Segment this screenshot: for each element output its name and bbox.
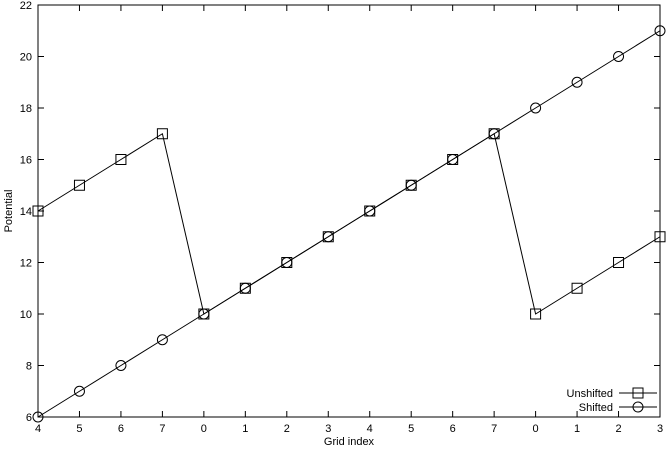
x-axis-tick-label: 5 <box>408 423 414 435</box>
x-axis-title: Grid index <box>324 436 375 448</box>
y-axis-tick-label: 22 <box>20 0 32 12</box>
series-unshifted-marker <box>156 128 168 140</box>
series-shifted-marker <box>654 25 666 37</box>
series-shifted-marker <box>73 385 85 397</box>
x-axis-tick-label: 5 <box>76 423 82 435</box>
series-unshifted-marker <box>530 308 542 320</box>
x-axis-tick-label: 6 <box>450 423 456 435</box>
x-axis-tick-label: 0 <box>533 423 539 435</box>
y-axis-tick-label: 16 <box>20 155 32 167</box>
series-unshifted-marker <box>613 257 625 268</box>
y-axis-tick-label: 8 <box>26 361 32 373</box>
plot-border <box>37 4 661 418</box>
series-shifted-marker <box>115 360 127 371</box>
series-shifted-marker <box>281 257 293 268</box>
series-shifted-marker <box>239 282 251 294</box>
x-axis-tick-label: 7 <box>159 423 165 435</box>
series-unshifted-marker <box>32 205 44 217</box>
legend-sample-marker-unshifted <box>632 387 644 399</box>
series-unshifted-marker <box>73 179 85 191</box>
x-axis-tick-label: 7 <box>491 423 497 435</box>
series-unshifted-marker <box>571 282 583 294</box>
y-axis-tick-label: 12 <box>20 258 32 270</box>
y-axis-tick-label: 14 <box>20 206 32 218</box>
x-axis-tick-label: 1 <box>574 423 580 435</box>
series-shifted-marker <box>322 231 334 243</box>
series-unshifted-marker <box>115 154 127 165</box>
y-axis-tick-label: 10 <box>20 309 32 321</box>
legend-label-shifted: Shifted <box>579 402 613 414</box>
series-shifted-marker <box>571 76 583 88</box>
series-unshifted-marker <box>654 231 666 243</box>
series-shifted-line <box>37 30 661 418</box>
y-axis-tick-label: 6 <box>26 412 32 424</box>
x-axis-tick-label: 1 <box>242 423 248 435</box>
y-axis-title: Potential <box>3 190 15 233</box>
series-shifted-marker <box>447 154 459 165</box>
legend-label-unshifted: Unshifted <box>567 388 613 400</box>
series-shifted-marker <box>198 308 210 320</box>
x-axis-tick-label: 6 <box>118 423 124 435</box>
series-shifted-marker <box>156 334 168 346</box>
x-axis-tick-label: 3 <box>657 423 663 435</box>
x-axis-tick-label: 3 <box>325 423 331 435</box>
y-axis-tick-label: 18 <box>20 103 32 115</box>
series-shifted-marker <box>488 128 500 140</box>
series-shifted-marker <box>613 51 625 62</box>
x-axis-tick-label: 0 <box>201 423 207 435</box>
series-shifted-marker <box>32 411 44 423</box>
series-shifted-marker <box>530 102 542 114</box>
y-axis-tick-label: 20 <box>20 52 32 64</box>
x-axis-tick-label: 4 <box>35 423 41 435</box>
x-axis-tick-label: 4 <box>367 423 373 435</box>
x-axis-tick-label: 2 <box>284 423 290 435</box>
series-shifted-marker <box>364 205 376 217</box>
legend-sample-marker-shifted <box>632 401 644 413</box>
series-shifted-marker <box>405 179 417 191</box>
x-axis-tick-label: 2 <box>615 423 621 435</box>
